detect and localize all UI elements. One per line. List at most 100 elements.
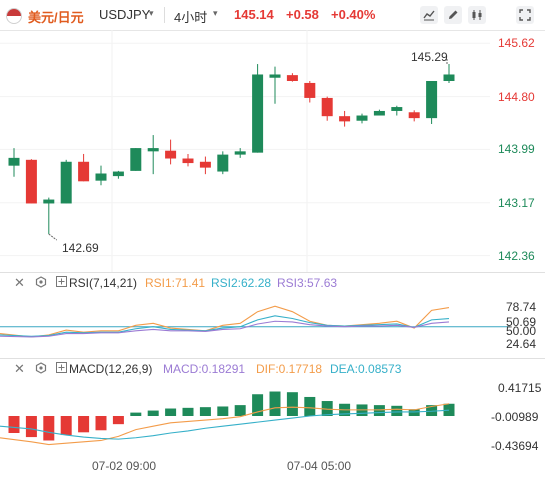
rsi1-value: RSI1:71.41 [145,276,206,290]
settings-icon[interactable] [35,362,47,377]
x-tick-label: 07-04 05:00 [287,459,352,473]
candle-body [443,74,455,81]
pencil-icon[interactable] [444,6,462,24]
y-tick-label: -0.00989 [491,409,539,424]
candle-body [356,115,368,121]
panel-divider [0,272,545,273]
annotation-leader [48,233,58,241]
macd-histogram-bar [408,409,420,416]
macd-histogram-bar [252,394,264,416]
candle-body [321,97,333,117]
candle-body [43,199,55,204]
macd-header: ✕ MACD(12,26,9) MACD:0.18291 DIF:0.17718… [0,361,545,380]
chevron-down-icon[interactable]: ▾ [213,8,218,18]
macd-histogram-bar [269,391,281,416]
header-divider [164,7,165,23]
macd-label: MACD(12,26,9) [69,362,153,376]
high-annotation: 145.29 [411,50,448,64]
macd-histogram-bar [443,403,455,416]
rsi-series-line [0,315,450,337]
y-tick-label: 50.00 [506,323,537,338]
macd-histogram-bar [304,396,316,416]
macd-histogram-bar [95,416,107,431]
candle-body [426,80,438,119]
last-price: 145.14 [234,7,274,22]
y-tick-label: 78.74 [506,300,537,315]
macd-histogram-bar [391,405,403,416]
candle-body [339,116,351,122]
macd-histogram-bar [60,416,72,436]
candle-body [130,148,142,171]
candle-body [286,75,298,81]
macd-value: MACD:0.18291 [163,362,246,376]
macd-histogram-bar [130,412,142,416]
x-tick-label: 07-02 09:00 [92,459,157,473]
rsi2-value: RSI2:62.28 [211,276,272,290]
pair-name[interactable]: 美元/日元 [28,10,84,25]
y-tick-label: -0.43694 [491,438,539,453]
candle-body [78,161,90,182]
candle-body [25,159,37,204]
symbol-selector[interactable]: USDJPY [99,7,151,22]
rsi-series-line [0,320,450,338]
macd-histogram-bar [147,410,159,416]
y-tick-label: 0.41715 [498,380,542,395]
dea-value: DEA:0.08573 [330,362,402,376]
candle-body [217,154,229,172]
low-annotation: 142.69 [62,241,99,255]
y-tick-label: 24.64 [506,337,537,351]
expand-panel-icon[interactable] [56,276,67,290]
macd-histogram-bar [286,392,298,416]
candle-body [269,74,281,78]
expand-panel-icon[interactable] [56,362,67,376]
macd-histogram-bar [8,416,20,433]
price-chart[interactable] [0,30,545,272]
candle-body [112,171,124,177]
settings-icon[interactable] [35,276,47,291]
close-icon[interactable]: ✕ [14,275,25,290]
candle-body [199,161,211,168]
candle-body [304,82,316,98]
expand-icon[interactable] [516,6,534,24]
line-chart-icon[interactable] [420,6,438,24]
price-change: +0.58 [286,7,319,22]
candle-body [8,157,20,166]
candle-body [373,110,385,116]
candle-body [391,107,403,111]
macd-series-line [0,403,450,446]
rsi-header: ✕ RSI(7,14,21) RSI1:71.41 RSI2:62.28 RSI… [0,275,545,294]
y-tick-label: 143.17 [498,195,535,210]
macd-histogram-bar [426,405,438,416]
candle-body [95,173,107,181]
rsi-series-line [0,305,450,338]
y-tick-label: 144.80 [498,89,535,104]
chevron-down-icon[interactable]: ▾ [149,8,154,18]
candlestick-icon[interactable] [468,6,486,24]
macd-chart[interactable] [0,380,545,458]
candle-body [147,148,159,152]
dif-value: DIF:0.17718 [256,362,323,376]
us-japan-flag-icon [6,8,22,24]
rsi3-value: RSI3:57.63 [277,276,338,290]
close-icon[interactable]: ✕ [14,361,25,376]
macd-histogram-bar [112,416,124,425]
macd-histogram-bar [78,416,90,433]
macd-histogram-bar [234,405,246,416]
macd-histogram-bar [165,408,177,416]
macd-histogram-bar [373,405,385,416]
panel-divider [0,358,545,359]
candle-body [234,151,246,155]
macd-histogram-bar [217,406,229,416]
candle-body [408,112,420,119]
macd-histogram-bar [182,407,194,416]
candle-body [60,161,72,204]
y-tick-label: 142.36 [498,248,535,263]
macd-series-line [0,409,450,440]
y-tick-label: 145.62 [498,36,535,51]
timeframe-selector[interactable]: 4小时 [174,10,208,25]
rsi-chart[interactable] [0,294,545,356]
macd-histogram-bar [321,401,333,416]
candle-body [182,158,194,164]
macd-histogram-bar [199,407,211,416]
price-change-percent: +0.40% [331,7,376,22]
